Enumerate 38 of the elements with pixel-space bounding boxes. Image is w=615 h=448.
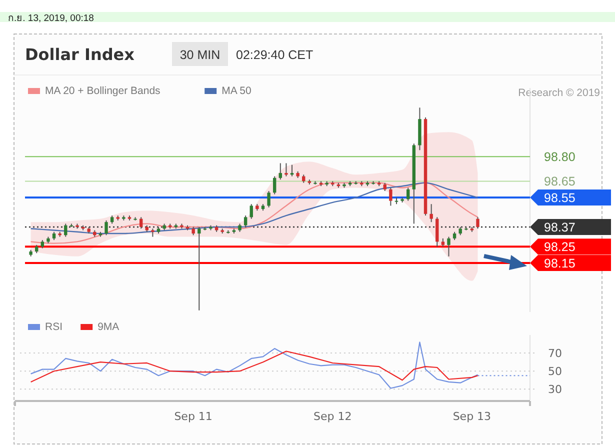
ref-line-label: 98.15 <box>544 256 576 270</box>
legend-label: 9MA <box>98 321 120 333</box>
candlestick <box>244 215 248 228</box>
candlestick <box>406 187 410 202</box>
text: ก.ย. 13, 2019, 00:18 <box>8 13 94 24</box>
candlestick <box>267 190 270 208</box>
y-tick-label: 30 <box>548 383 562 396</box>
x-tick-label: Sep 12 <box>314 410 352 423</box>
candlestick <box>198 226 201 311</box>
ref-line-label: 98.80 <box>544 150 576 164</box>
candlestick <box>436 216 439 248</box>
x-tick-label: Sep 13 <box>452 410 492 423</box>
ref-line-label: 98.37 <box>544 220 576 234</box>
y-tick-label: 50 <box>548 365 562 378</box>
ref-line-label: 98.65 <box>544 174 576 189</box>
candlestick <box>278 162 282 180</box>
x-tick-label: Sep 11 <box>174 410 212 423</box>
candlestick <box>284 162 288 177</box>
candlestick <box>476 216 480 230</box>
line-series <box>30 350 478 382</box>
candlestick <box>104 220 108 236</box>
candlestick <box>447 236 450 257</box>
text: 30 MIN <box>180 48 220 62</box>
ref-line-label: 98.25 <box>544 240 576 254</box>
ref-line-label: 98.55 <box>544 191 576 206</box>
legend-label: MA 20 + Bollinger Bands <box>45 85 160 97</box>
legend-label: MA 50 <box>222 85 252 97</box>
candlestick <box>139 216 143 230</box>
text: 02:29:40 CET <box>236 48 314 62</box>
candlestick <box>273 176 276 195</box>
candlestick <box>250 204 253 220</box>
candlestick <box>389 187 392 206</box>
y-tick-label: 70 <box>548 347 562 360</box>
legend-label: RSI <box>45 321 63 333</box>
candlestick <box>430 204 433 223</box>
chart-title: Dollar Index <box>25 45 136 64</box>
candlestick <box>64 223 68 238</box>
annotation: Research © 2019 <box>518 87 600 99</box>
